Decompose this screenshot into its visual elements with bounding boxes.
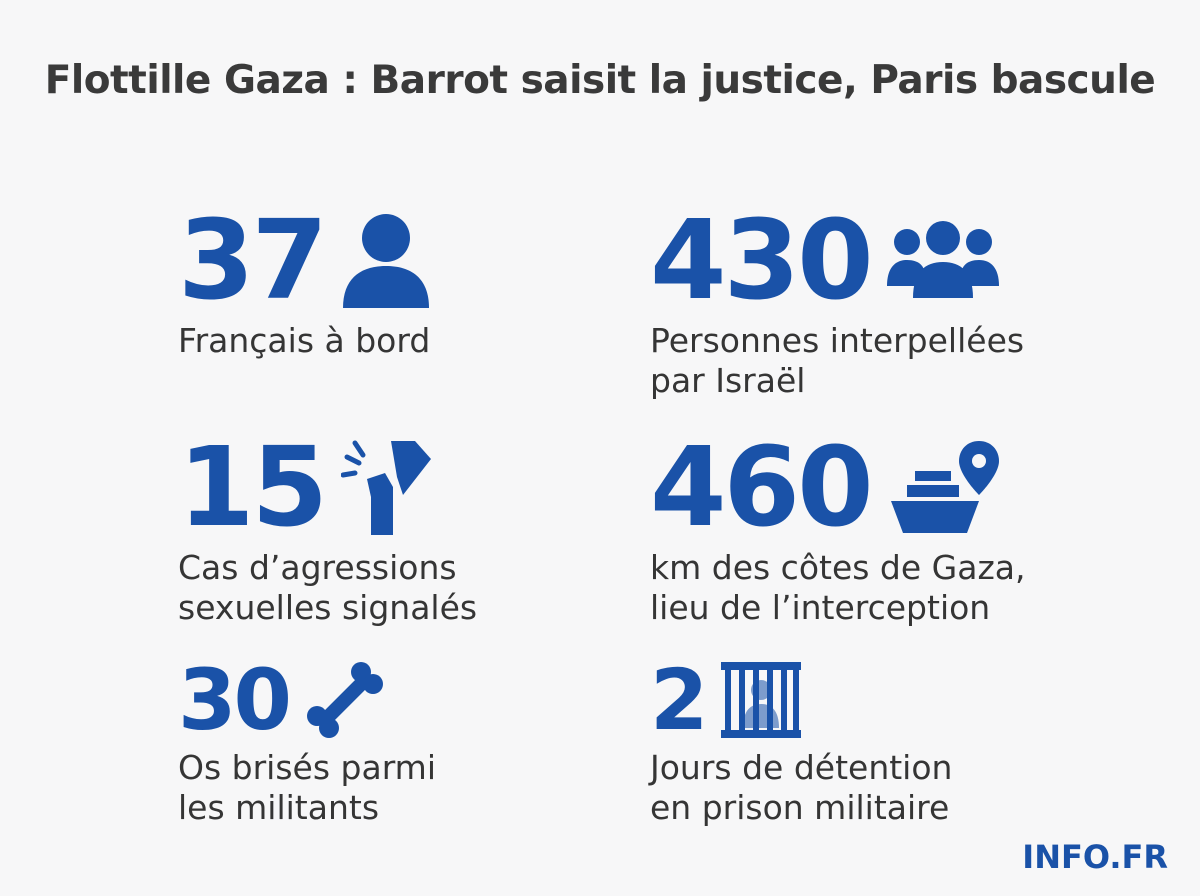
stat-value: 15 bbox=[178, 423, 328, 551]
stat-value: 2 bbox=[650, 651, 708, 749]
stat-people-arrested: 430 Personnes interpellées par Israël bbox=[650, 205, 1024, 401]
brand-logo: INFO.FR bbox=[1022, 838, 1168, 876]
assault-icon bbox=[341, 437, 433, 537]
stat-detention-days: 2 Jours de détention en prison militaire bbox=[650, 658, 952, 828]
stat-broken-bones: 30 Os brisés parmi les militants bbox=[178, 658, 436, 828]
stat-sexual-assault-cases: 15 Cas d’agressions sexuelles signalés bbox=[178, 432, 477, 628]
person-icon bbox=[341, 210, 431, 310]
stat-value: 430 bbox=[650, 196, 874, 324]
stat-label: Os brisés parmi les militants bbox=[178, 748, 436, 827]
stat-label: km des côtes de Gaza, lieu de l’intercep… bbox=[650, 548, 1026, 627]
stat-label: Français à bord bbox=[178, 321, 431, 360]
stat-label: Personnes interpellées par Israël bbox=[650, 321, 1025, 400]
stat-value: 30 bbox=[178, 651, 292, 749]
stat-distance-from-gaza: 460 km des côtes de Gaza, lieu de l’inte… bbox=[650, 432, 1026, 628]
ship-location-icon bbox=[887, 437, 1003, 537]
bone-icon bbox=[305, 660, 385, 740]
stat-label: Cas d’agressions sexuelles signalés bbox=[178, 548, 478, 627]
stat-value: 37 bbox=[178, 196, 328, 324]
stat-french-aboard: 37 Français à bord bbox=[178, 205, 431, 361]
group-icon bbox=[886, 220, 999, 300]
stat-value: 460 bbox=[650, 423, 874, 551]
stat-label: Jours de détention en prison militaire bbox=[650, 748, 953, 827]
page-title: Flottille Gaza : Barrot saisit la justic… bbox=[44, 58, 1156, 103]
prison-icon bbox=[721, 662, 802, 738]
